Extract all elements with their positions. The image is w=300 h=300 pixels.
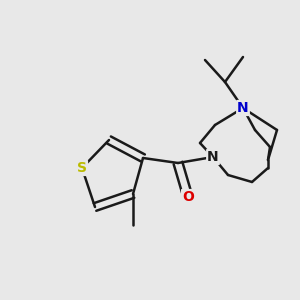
Text: N: N [237, 101, 249, 115]
Text: O: O [182, 190, 194, 204]
Text: N: N [207, 150, 219, 164]
Text: S: S [77, 161, 87, 175]
